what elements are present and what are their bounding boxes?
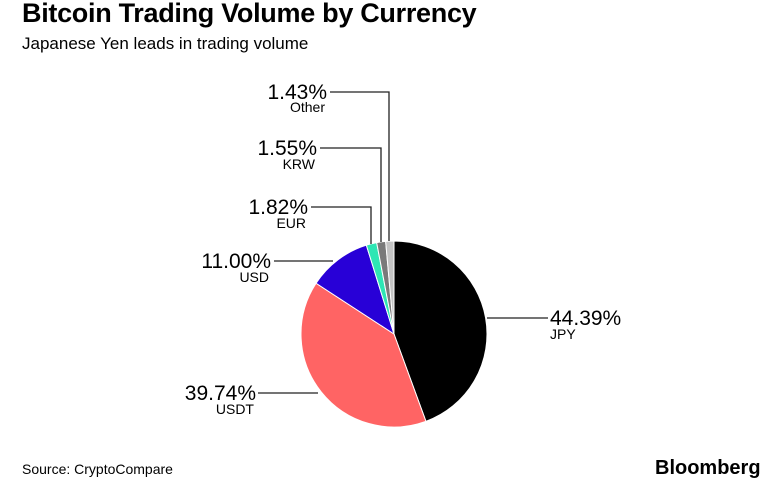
label-eur-name: EUR bbox=[276, 215, 306, 231]
label-other-pct: 1.43% bbox=[267, 81, 327, 104]
label-usd-pct: 11.00% bbox=[201, 250, 271, 273]
label-jpy-name: JPY bbox=[550, 326, 576, 342]
source-note: Source: CryptoCompare bbox=[22, 461, 173, 477]
label-usdt-name: USDT bbox=[216, 401, 255, 417]
bloomberg-logo: Bloomberg bbox=[655, 457, 761, 479]
label-eur-pct: 1.82% bbox=[248, 196, 308, 219]
pie-slice-usd bbox=[315, 244, 395, 336]
slice-labels: 44.39% JPY 39.74% USDT 11.00% USD 1.82% … bbox=[185, 81, 621, 417]
leader-lines bbox=[258, 91, 548, 394]
label-jpy-pct: 44.39% bbox=[550, 307, 621, 330]
chart-subtitle: Japanese Yen leads in trading volume bbox=[22, 34, 309, 53]
pie-slice-jpy bbox=[393, 240, 488, 422]
label-usd-name: USD bbox=[239, 269, 269, 285]
label-usdt-pct: 39.74% bbox=[185, 382, 256, 405]
pie-slice-usdt bbox=[300, 282, 427, 428]
label-krw-name: KRW bbox=[283, 156, 316, 172]
pie-chart: 44.39% JPY 39.74% USDT 11.00% USD 1.82% … bbox=[185, 81, 621, 428]
pie-slice-other bbox=[385, 240, 395, 335]
chart-title: Bitcoin Trading Volume by Currency bbox=[22, 0, 477, 28]
pie-slices bbox=[300, 240, 488, 428]
label-other-name: Other bbox=[290, 99, 325, 115]
label-krw-pct: 1.55% bbox=[257, 137, 317, 160]
